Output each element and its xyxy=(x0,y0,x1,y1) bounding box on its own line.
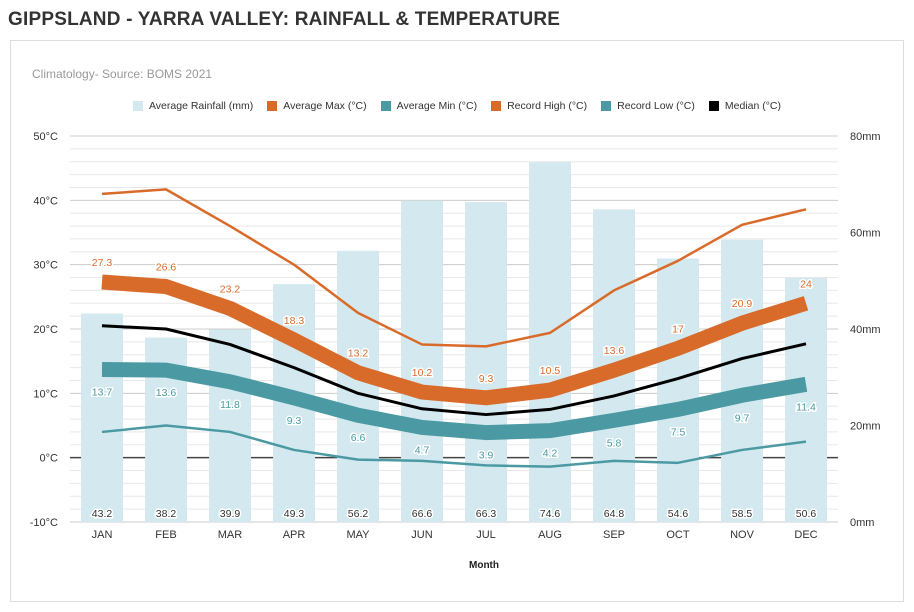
rainfall-data-label: 43.2 xyxy=(92,508,113,520)
x-tick-label: DEC xyxy=(794,529,817,541)
avg-min-data-label: 4.2 xyxy=(543,448,558,460)
y-right-tick-label: 0mm xyxy=(850,517,874,529)
legend-item[interactable]: Average Min (°C) xyxy=(380,100,478,112)
avg-max-data-label: 23.2 xyxy=(220,283,241,295)
avg-min-data-label: 13.6 xyxy=(156,387,177,399)
avg-min-data-label: 9.3 xyxy=(287,415,302,427)
legend-item[interactable]: Record High (°C) xyxy=(491,100,587,112)
legend-label: Record High (°C) xyxy=(507,100,588,112)
legend-item[interactable]: Median (°C) xyxy=(708,100,782,112)
legend-item[interactable]: Average Max (°C) xyxy=(267,100,367,112)
rainfall-bar xyxy=(465,202,507,523)
legend-label: Average Rainfall (mm) xyxy=(148,100,254,112)
avg-max-data-label: 17 xyxy=(672,323,684,335)
avg-max-data-label: 10.2 xyxy=(412,367,433,379)
rainfall-data-label: 49.3 xyxy=(284,508,305,520)
avg-min-data-label: 11.8 xyxy=(220,399,240,411)
avg-min-data-label: 4.7 xyxy=(415,444,430,456)
rainfall-bar xyxy=(81,313,123,522)
x-tick-label: JUN xyxy=(411,529,432,541)
avg-max-data-label: 27.3 xyxy=(92,257,113,269)
avg-min-data-label: 3.9 xyxy=(479,450,494,462)
page-title: GIPPSLAND - YARRA VALLEY: RAINFALL & TEM… xyxy=(8,9,561,30)
avg-min-data-label: 9.7 xyxy=(735,412,750,424)
rainfall-data-label: 50.6 xyxy=(796,508,817,520)
x-tick-label: MAR xyxy=(218,529,243,541)
series-line-record-high-c xyxy=(101,188,807,348)
x-tick-label: APR xyxy=(283,529,306,541)
legend-swatch xyxy=(267,101,278,111)
x-tick-label: AUG xyxy=(538,529,562,541)
legend-label: Record Low (°C) xyxy=(617,100,695,112)
rainfall-data-label: 74.6 xyxy=(540,508,561,520)
avg-min-data-label: 5.8 xyxy=(607,437,622,449)
avg-max-data-label: 24 xyxy=(800,278,812,290)
rainfall-bar xyxy=(529,162,571,522)
legend-swatch xyxy=(380,101,391,111)
avg-max-data-label: 13.2 xyxy=(348,348,369,360)
legend-swatch xyxy=(491,101,502,111)
y-left-tick-label: 0°C xyxy=(40,453,59,465)
rainfall-bar xyxy=(721,239,763,523)
avg-min-data-label: 7.5 xyxy=(671,426,686,438)
rainfall-bar xyxy=(657,258,699,522)
avg-max-data-label: 26.6 xyxy=(156,262,177,274)
legend-swatch xyxy=(601,101,612,111)
series-line-record-low-c xyxy=(101,424,807,468)
legend-swatch xyxy=(132,101,143,111)
x-axis-title: Month xyxy=(469,560,499,571)
avg-min-data-label: 11.4 xyxy=(796,401,816,413)
rainfall-data-label: 64.8 xyxy=(604,508,625,520)
avg-max-data-label: 9.3 xyxy=(479,373,494,385)
rainfall-data-label: 38.2 xyxy=(156,508,177,520)
rainfall-bar xyxy=(785,277,827,522)
x-tick-label: MAY xyxy=(346,529,370,541)
x-tick-label: OCT xyxy=(666,529,690,541)
legend-item[interactable]: Average Rainfall (mm) xyxy=(132,100,254,112)
avg-max-data-label: 13.6 xyxy=(604,345,625,357)
y-left-tick-label: 30°C xyxy=(33,260,58,272)
y-left-tick-label: 20°C xyxy=(33,324,58,336)
series-line-median-c xyxy=(101,324,807,417)
x-tick-label: NOV xyxy=(730,529,755,541)
y-right-tick-label: 40mm xyxy=(850,324,881,336)
rainfall-data-label: 66.6 xyxy=(412,508,433,520)
legend-label: Median (°C) xyxy=(724,100,782,112)
y-right-tick-label: 60mm xyxy=(850,228,881,240)
avg-max-data-label: 10.5 xyxy=(540,365,561,377)
x-tick-label: FEB xyxy=(155,529,176,541)
y-left-tick-label: -10°C xyxy=(30,517,58,529)
rainfall-data-label: 39.9 xyxy=(220,508,241,520)
y-right-tick-label: 80mm xyxy=(850,131,881,143)
y-left-tick-label: 10°C xyxy=(33,388,58,400)
x-tick-label: JUL xyxy=(476,529,496,541)
rainfall-data-label: 66.3 xyxy=(476,508,497,520)
avg-min-data-label: 13.7 xyxy=(92,387,113,399)
y-left-tick-label: 40°C xyxy=(33,195,58,207)
rainfall-data-label: 54.6 xyxy=(668,508,689,520)
avg-max-data-label: 20.9 xyxy=(732,298,753,310)
series-line-average-min-c xyxy=(101,362,808,441)
rainfall-data-label: 58.5 xyxy=(732,508,753,520)
avg-max-data-label: 18.3 xyxy=(284,315,305,327)
series-line-average-max-c xyxy=(101,274,809,406)
rainfall-data-label: 56.2 xyxy=(348,508,369,520)
legend: Average Rainfall (mm) Average Max (°C) Ave… xyxy=(0,100,914,112)
y-left-tick-label: 50°C xyxy=(33,131,58,143)
x-tick-label: SEP xyxy=(603,529,625,541)
legend-label: Average Max (°C) xyxy=(283,100,367,112)
x-tick-label: JAN xyxy=(92,529,113,541)
rainfall-bar xyxy=(209,329,251,522)
avg-min-data-label: 6.6 xyxy=(351,432,366,444)
legend-swatch xyxy=(708,101,719,111)
legend-label: Average Min (°C) xyxy=(396,100,478,112)
chart-subtitle: Climatology- Source: BOMS 2021 xyxy=(32,67,213,81)
chart-card xyxy=(10,40,904,602)
legend-item[interactable]: Record Low (°C) xyxy=(601,100,695,112)
y-right-tick-label: 20mm xyxy=(850,421,881,433)
rainfall-bar xyxy=(401,200,443,522)
